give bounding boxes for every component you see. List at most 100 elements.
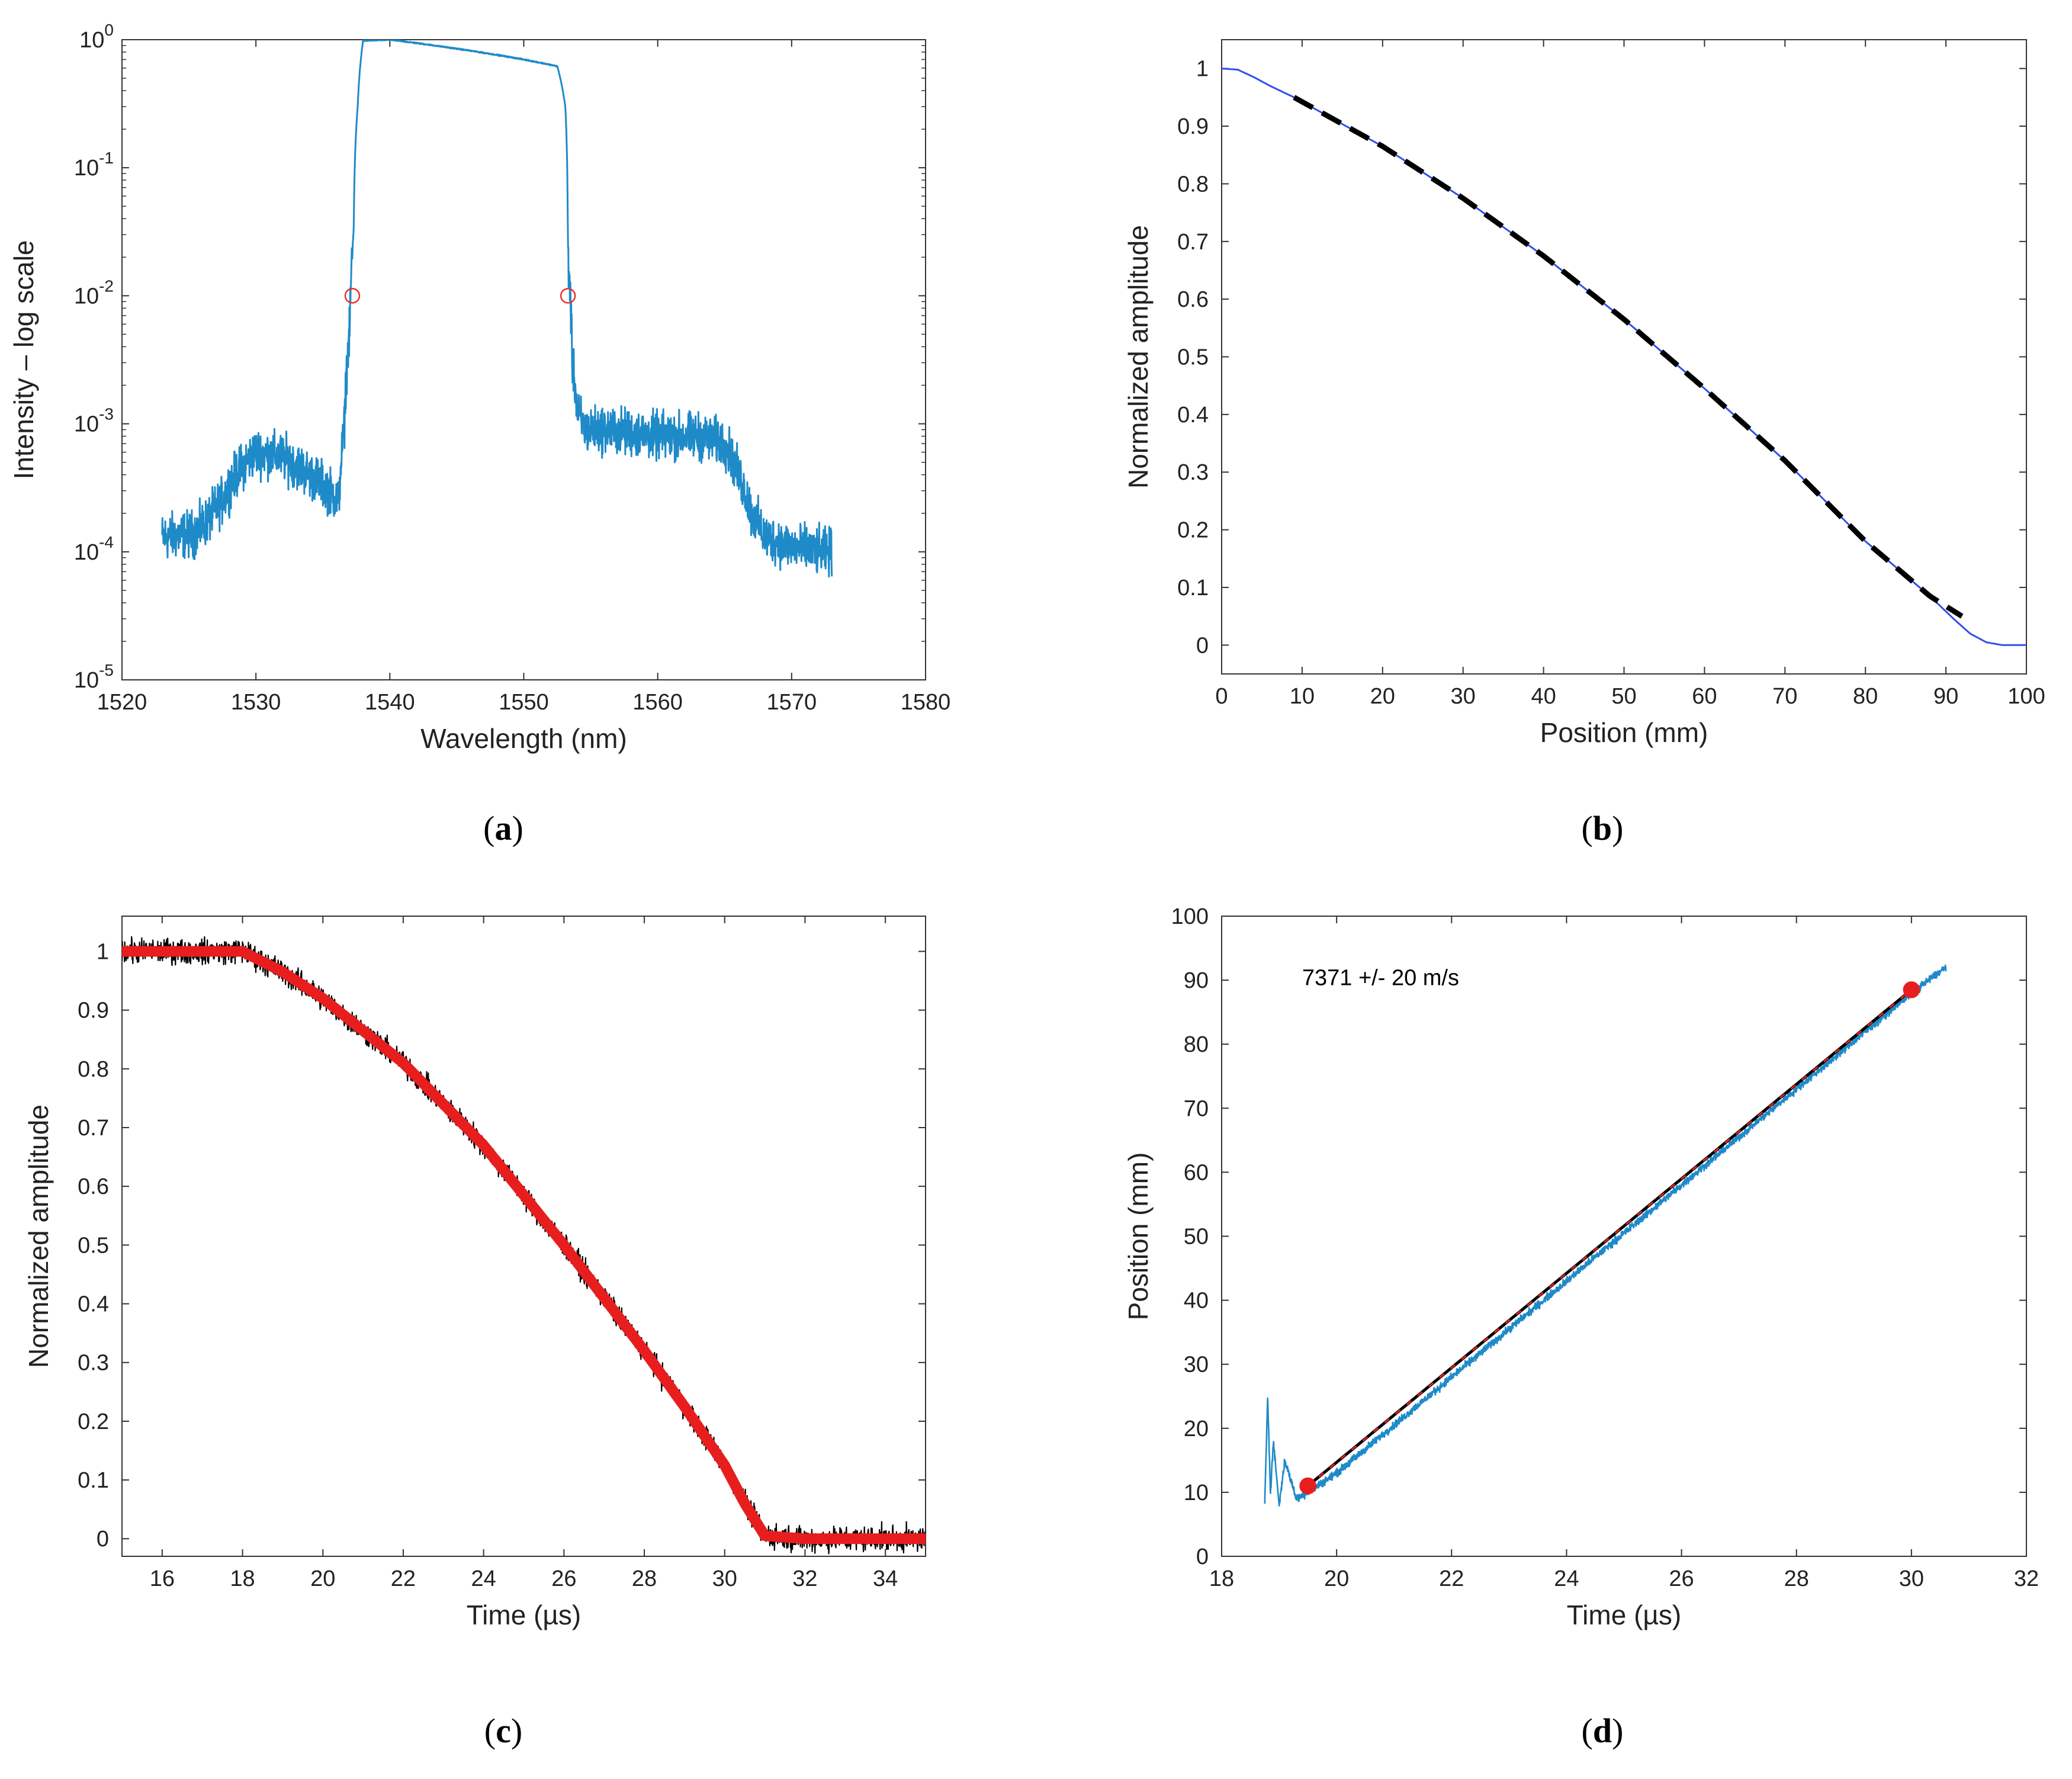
x-tick-label-c: 32 [792, 1566, 817, 1591]
y-tick-label-d: 60 [1184, 1160, 1209, 1185]
x-tick-label-c: 18 [230, 1566, 255, 1591]
y-tick-label-c: 0.8 [78, 1057, 109, 1082]
x-tick-label-b: 100 [2007, 684, 2045, 709]
x-tick-label-c: 24 [471, 1566, 496, 1591]
x-axis-label-c: Time (µs) [467, 1600, 581, 1630]
series-line-c-1 [122, 946, 926, 1544]
x-tick-label-c: 16 [150, 1566, 175, 1591]
y-tick-label-b: 0.1 [1177, 576, 1209, 601]
x-tick-label-b: 70 [1772, 684, 1797, 709]
y-tick-label-c: 0.6 [78, 1174, 109, 1199]
x-tick-label-c: 34 [873, 1566, 898, 1591]
y-tick-label-a: 10-3 [74, 405, 114, 437]
y-tick-label-c: 0.3 [78, 1351, 109, 1376]
plot-frame-c [121, 916, 926, 1557]
series-line-b-1 [1293, 95, 1964, 619]
data-marker-d-0 [1299, 1477, 1316, 1495]
x-tick-label-d: 32 [2014, 1566, 2039, 1591]
x-tick-label-d: 30 [1899, 1566, 1924, 1591]
x-tick-label-a: 1570 [767, 690, 817, 715]
x-tick-label-b: 40 [1531, 684, 1556, 709]
caption-a: (a) [483, 809, 523, 847]
panel-d-chart: 18 20 22 24 26 28 30 32 0 10 20 30 40 50 60 70 80 90 100 Ti… [1123, 904, 2039, 1630]
x-tick-label-b: 60 [1692, 684, 1717, 709]
series-line-a-0 [161, 40, 833, 578]
y-tick-label-c: 0.9 [78, 998, 109, 1023]
x-tick-label-d: 18 [1209, 1566, 1234, 1591]
y-tick-label-d: 80 [1184, 1032, 1209, 1057]
y-axis-label-d: Position (mm) [1123, 1152, 1154, 1321]
y-tick-label-d: 10 [1184, 1481, 1209, 1505]
panel-a-chart: 1520 1530 1540 1550 1560 1570 1580 10-5 10-4 10-3… [8, 21, 950, 754]
y-tick-label-a: 100 [79, 21, 114, 53]
y-tick-label-b: 0.3 [1177, 460, 1209, 485]
y-tick-label-c: 0.1 [78, 1468, 109, 1493]
y-tick-label-b: 0 [1196, 633, 1209, 658]
x-tick-label-a: 1540 [365, 690, 415, 715]
y-tick-label-b: 0.4 [1177, 403, 1209, 428]
velocity-annotation: 7371 +/- 20 m/s [1302, 966, 1459, 991]
y-tick-label-b: 0.8 [1177, 172, 1209, 197]
data-marker-d-1 [1903, 981, 1920, 998]
y-tick-label-b: 0.5 [1177, 345, 1209, 370]
x-tick-label-a: 1560 [632, 690, 683, 715]
x-tick-label-c: 28 [632, 1566, 657, 1591]
y-tick-label-a: 10-4 [74, 533, 114, 565]
x-tick-label-c: 26 [551, 1566, 576, 1591]
y-tick-label-b: 0.7 [1177, 230, 1209, 255]
x-tick-label-c: 30 [712, 1566, 737, 1591]
series-line-d-0 [1264, 964, 1947, 1507]
caption-c: (c) [484, 1711, 522, 1750]
x-tick-label-d: 22 [1439, 1566, 1464, 1591]
x-tick-label-d: 20 [1324, 1566, 1349, 1591]
x-tick-label-a: 1530 [231, 690, 281, 715]
data-marker-a-0 [344, 288, 361, 304]
data-marker-a-1 [560, 288, 576, 304]
y-tick-label-c: 0 [97, 1527, 109, 1552]
x-tick-label-a: 1550 [499, 690, 549, 715]
x-tick-label-b: 80 [1853, 684, 1878, 709]
y-tick-label-c: 1 [97, 940, 109, 965]
y-tick-label-b: 0.9 [1177, 114, 1209, 139]
y-tick-label-c: 0.7 [78, 1116, 109, 1141]
y-tick-label-d: 40 [1184, 1289, 1209, 1314]
caption-d: (d) [1582, 1711, 1624, 1750]
panel-c-chart: 16 18 20 22 24 26 28 30 32 34 0 0.1 0.2 0.3 0.4 0.5 0.6 0… [23, 916, 926, 1630]
x-tick-label-d: 28 [1784, 1566, 1809, 1591]
y-tick-label-c: 0.4 [78, 1292, 109, 1317]
series-line-d-2 [1307, 989, 1912, 1487]
y-tick-label-d: 50 [1184, 1225, 1209, 1250]
x-tick-label-b: 10 [1290, 684, 1315, 709]
x-tick-label-b: 50 [1611, 684, 1636, 709]
y-tick-label-b: 1 [1196, 57, 1209, 82]
y-tick-label-b: 0.6 [1177, 287, 1209, 312]
y-tick-label-c: 0.2 [78, 1409, 109, 1434]
x-tick-label-b: 90 [1933, 684, 1958, 709]
y-axis-label-c: Normalized amplitude [23, 1104, 54, 1368]
x-axis-label-a: Wavelength (nm) [420, 723, 627, 754]
y-tick-label-d: 90 [1184, 968, 1209, 993]
x-tick-label-a: 1580 [901, 690, 951, 715]
x-tick-label-d: 24 [1554, 1566, 1579, 1591]
x-tick-label-b: 0 [1215, 684, 1228, 709]
y-axis-label-a: Intensity – log scale [8, 240, 39, 479]
x-tick-label-b: 30 [1451, 684, 1476, 709]
y-axis-label-b: Normalized amplitude [1123, 225, 1154, 489]
x-tick-label-b: 20 [1370, 684, 1395, 709]
y-tick-label-a: 10-1 [74, 149, 114, 181]
y-tick-label-a: 10-5 [74, 661, 114, 693]
y-tick-label-d: 30 [1184, 1353, 1209, 1377]
y-tick-label-b: 0.2 [1177, 518, 1209, 543]
y-tick-label-d: 100 [1171, 904, 1209, 929]
x-tick-label-c: 22 [391, 1566, 416, 1591]
y-tick-label-d: 70 [1184, 1096, 1209, 1121]
panel-b-chart: 0 10 20 30 40 50 60 70 80 90 100 0 0.1 0.2 0.3 0.4 0.5 0.… [1123, 39, 2045, 748]
y-tick-label-d: 20 [1184, 1417, 1209, 1441]
y-tick-label-c: 0.5 [78, 1233, 109, 1258]
y-tick-label-a: 10-2 [74, 277, 114, 309]
x-tick-label-c: 20 [310, 1566, 335, 1591]
y-tick-label-d: 0 [1196, 1544, 1209, 1569]
x-tick-label-d: 26 [1669, 1566, 1694, 1591]
x-axis-label-d: Time (µs) [1567, 1600, 1681, 1630]
